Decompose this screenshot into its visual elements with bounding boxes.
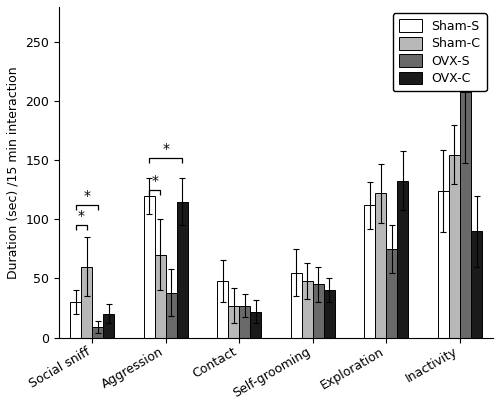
- Y-axis label: Duration (sec) /15 min interaction: Duration (sec) /15 min interaction: [7, 66, 20, 278]
- Bar: [471, 231, 482, 337]
- Bar: [81, 267, 92, 337]
- Bar: [376, 193, 386, 337]
- Text: *: *: [151, 174, 158, 188]
- Bar: [70, 302, 81, 337]
- Bar: [250, 311, 262, 337]
- Bar: [240, 306, 250, 337]
- Bar: [302, 281, 313, 337]
- Bar: [438, 191, 449, 337]
- Bar: [460, 92, 471, 337]
- Bar: [324, 290, 335, 337]
- Legend: Sham-S, Sham-C, OVX-S, OVX-C: Sham-S, Sham-C, OVX-S, OVX-C: [393, 13, 487, 92]
- Bar: [291, 273, 302, 337]
- Bar: [217, 281, 228, 337]
- Bar: [228, 306, 239, 337]
- Bar: [144, 196, 154, 337]
- Bar: [154, 255, 166, 337]
- Text: *: *: [83, 189, 90, 203]
- Bar: [92, 327, 103, 337]
- Bar: [166, 293, 177, 337]
- Text: *: *: [78, 209, 84, 223]
- Bar: [177, 202, 188, 337]
- Bar: [386, 249, 398, 337]
- Bar: [449, 155, 460, 337]
- Bar: [313, 284, 324, 337]
- Text: *: *: [162, 142, 169, 156]
- Bar: [364, 205, 376, 337]
- Bar: [103, 314, 115, 337]
- Bar: [398, 180, 408, 337]
